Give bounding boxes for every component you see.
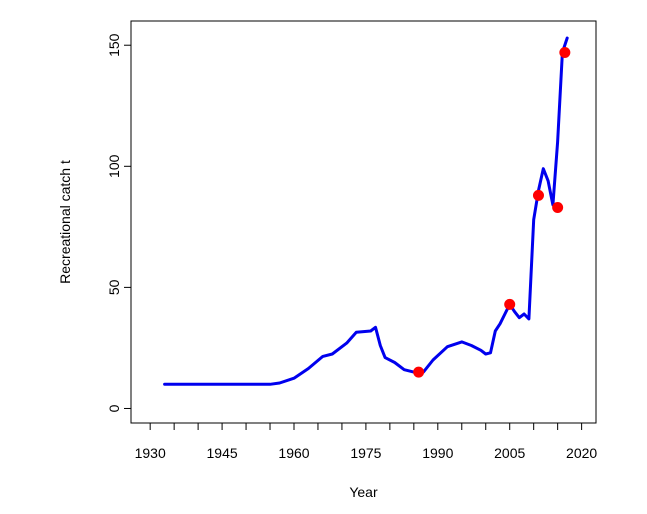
data-point (552, 201, 564, 213)
y-tick-label: 150 (106, 33, 122, 57)
y-tick-label: 0 (106, 404, 122, 412)
x-tick-label: 1990 (422, 445, 453, 461)
y-axis: 0 50 100 150 (106, 33, 131, 412)
highlight-points (413, 46, 571, 378)
data-point (413, 366, 425, 378)
data-point (559, 46, 571, 58)
x-tick-label: 2005 (494, 445, 525, 461)
x-axis-title: Year (349, 484, 378, 500)
y-tick-label: 100 (106, 154, 122, 178)
x-tick-label: 2020 (566, 445, 597, 461)
data-point (532, 189, 544, 201)
plot-frame (130, 20, 597, 424)
x-tick-label: 1930 (135, 445, 166, 461)
x-axis: 1930 1945 1960 1975 1990 2005 2020 (135, 423, 597, 461)
x-tick-label: 1975 (350, 445, 381, 461)
data-point (504, 298, 516, 310)
x-tick-label: 1960 (278, 445, 309, 461)
y-axis-title: Recreational catch t (57, 160, 73, 284)
series-line (163, 36, 569, 386)
x-tick-label: 1945 (207, 445, 238, 461)
y-tick-label: 50 (106, 279, 122, 295)
